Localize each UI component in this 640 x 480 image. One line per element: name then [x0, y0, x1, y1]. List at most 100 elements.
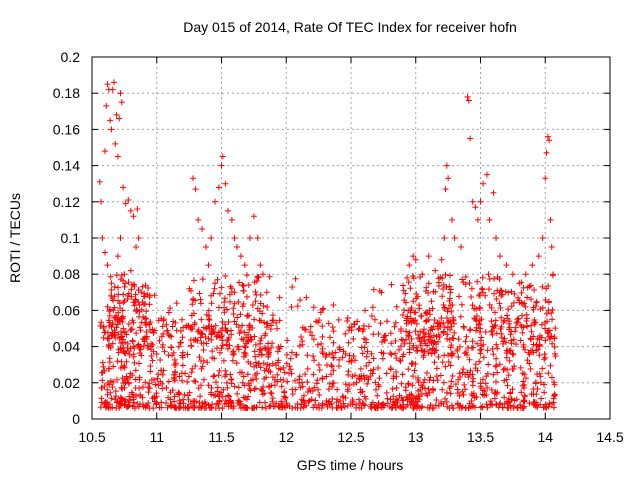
- data-point: [177, 339, 184, 346]
- data-point: [442, 186, 449, 193]
- data-point: [422, 331, 429, 338]
- data-point: [531, 286, 538, 293]
- data-point: [548, 310, 555, 317]
- data-point: [390, 399, 397, 406]
- data-point: [435, 338, 442, 345]
- data-point: [161, 348, 168, 355]
- data-point: [137, 324, 144, 331]
- data-point: [122, 350, 129, 357]
- data-point: [405, 279, 412, 286]
- data-point: [504, 315, 511, 322]
- data-point: [208, 300, 215, 307]
- data-point: [304, 378, 311, 385]
- data-point: [214, 384, 221, 391]
- data-point: [298, 333, 305, 340]
- data-point: [455, 336, 462, 343]
- data-point: [504, 382, 511, 389]
- data-point: [188, 369, 195, 376]
- data-point: [368, 312, 375, 319]
- data-point: [119, 364, 126, 371]
- data-point: [467, 135, 474, 142]
- data-point: [545, 283, 552, 290]
- data-point: [451, 329, 458, 336]
- data-point: [226, 342, 233, 349]
- data-point: [493, 355, 500, 362]
- data-point: [259, 271, 266, 278]
- data-point: [524, 357, 531, 364]
- data-point: [408, 392, 415, 399]
- data-point: [319, 345, 326, 352]
- data-point: [508, 395, 515, 402]
- data-point: [491, 390, 498, 397]
- data-point: [439, 386, 446, 393]
- data-point: [111, 304, 118, 311]
- data-point: [227, 371, 234, 378]
- data-point: [435, 353, 442, 360]
- data-point: [135, 235, 142, 241]
- data-point: [294, 303, 301, 310]
- data-point: [375, 365, 382, 372]
- data-point: [135, 341, 142, 348]
- data-point: [398, 343, 405, 350]
- data-point: [296, 376, 303, 383]
- data-point: [501, 335, 508, 342]
- data-point: [216, 290, 223, 297]
- data-point: [329, 383, 336, 390]
- data-point: [352, 357, 359, 364]
- data-point: [225, 336, 232, 343]
- data-point: [445, 358, 452, 365]
- data-point: [231, 289, 238, 296]
- data-point: [213, 379, 220, 386]
- data-point: [405, 366, 412, 373]
- data-point: [142, 379, 149, 386]
- data-point: [118, 99, 125, 106]
- data-point: [109, 340, 116, 347]
- data-point: [418, 313, 425, 320]
- data-point: [479, 376, 486, 383]
- data-point: [415, 387, 422, 394]
- data-point: [192, 186, 199, 193]
- data-point: [410, 342, 417, 349]
- data-point: [374, 392, 381, 399]
- data-point: [433, 396, 440, 403]
- data-point: [119, 375, 126, 382]
- data-point: [235, 298, 242, 305]
- data-point: [432, 288, 439, 295]
- data-point: [116, 398, 123, 405]
- data-point: [451, 235, 458, 241]
- data-point: [413, 290, 420, 297]
- y-tick-label: 0.14: [53, 158, 80, 174]
- data-point: [503, 354, 510, 361]
- data-point: [105, 365, 112, 372]
- data-point: [224, 207, 231, 214]
- data-point: [449, 216, 456, 223]
- data-point: [132, 367, 139, 374]
- data-point: [511, 397, 518, 404]
- data-point: [288, 349, 295, 356]
- data-point: [222, 327, 229, 334]
- data-point: [199, 276, 206, 283]
- data-point: [399, 371, 406, 378]
- data-point: [150, 405, 157, 412]
- data-point: [99, 377, 106, 384]
- data-point: [274, 348, 281, 355]
- data-point: [101, 148, 108, 155]
- y-tick-label: 0.06: [53, 302, 80, 318]
- data-point: [484, 404, 491, 411]
- data-point: [306, 397, 313, 404]
- data-point: [117, 235, 124, 241]
- data-point: [144, 342, 151, 349]
- data-point: [463, 333, 470, 340]
- data-point: [109, 86, 116, 93]
- data-point: [520, 284, 527, 291]
- data-point: [269, 398, 276, 405]
- data-point: [329, 380, 336, 387]
- data-point: [470, 375, 477, 382]
- data-point: [210, 373, 217, 380]
- data-point: [198, 316, 205, 323]
- data-point: [370, 355, 377, 362]
- data-point: [229, 357, 236, 364]
- data-point: [180, 324, 187, 331]
- data-point: [488, 386, 495, 393]
- data-point: [121, 271, 128, 278]
